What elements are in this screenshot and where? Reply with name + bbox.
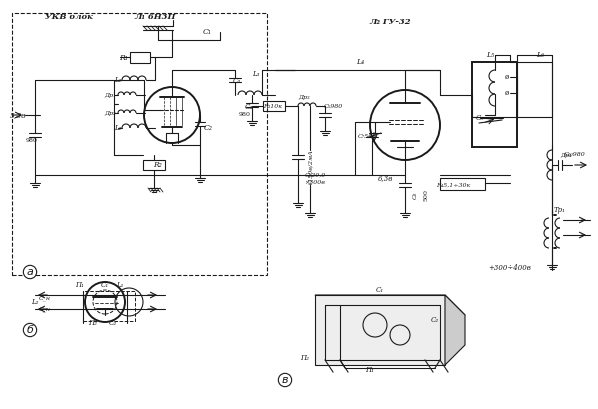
Text: R₄5,1÷30к: R₄5,1÷30к <box>436 182 470 187</box>
Bar <box>263 101 285 111</box>
Text: L₃: L₃ <box>252 70 260 78</box>
Text: П₂: П₂ <box>301 354 309 362</box>
Text: C_н: C_н <box>39 295 51 301</box>
Bar <box>83 291 135 321</box>
Text: 980: 980 <box>239 112 251 117</box>
Text: C₂: C₂ <box>109 319 117 327</box>
Text: Др₄: Др₄ <box>560 153 572 157</box>
Text: П₁: П₁ <box>365 366 374 374</box>
Text: П₂: П₂ <box>89 319 97 327</box>
Text: б: б <box>26 325 33 335</box>
Text: R₃10к: R₃10к <box>264 105 282 110</box>
Text: Л₁ 6Н3П: Л₁ 6Н3П <box>135 13 176 21</box>
Bar <box>143 160 165 170</box>
Text: L₄: L₄ <box>356 58 364 66</box>
Text: C₁₀980: C₁₀980 <box>564 153 586 157</box>
Text: +300÷400в: +300÷400в <box>489 264 532 272</box>
Text: L₆: L₆ <box>536 51 544 59</box>
Bar <box>12 13 267 275</box>
Text: C₆20,0: C₆20,0 <box>304 173 326 178</box>
Text: L₅: L₅ <box>486 51 494 59</box>
Bar <box>130 52 150 63</box>
Text: П₁: П₁ <box>75 281 84 289</box>
Text: 980: 980 <box>26 137 38 142</box>
Text: ø: ø <box>505 73 509 81</box>
Text: ×300в: ×300в <box>304 180 325 186</box>
Text: R₁: R₁ <box>118 54 127 62</box>
Text: C₅980: C₅980 <box>324 105 343 110</box>
Text: 500: 500 <box>423 189 429 201</box>
Text: а: а <box>26 267 33 277</box>
Text: C₂: C₂ <box>203 124 212 132</box>
Polygon shape <box>315 295 465 315</box>
Text: L₁: L₁ <box>117 281 124 289</box>
Text: C₁: C₁ <box>101 281 109 289</box>
Text: C_н: C_н <box>39 306 51 312</box>
Text: Др₁: Др₁ <box>104 92 116 97</box>
Text: C₁: C₁ <box>376 286 384 294</box>
Text: Л₂ ГУ-32: Л₂ ГУ-32 <box>369 18 411 26</box>
Text: УКВ блок: УКВ блок <box>45 13 93 21</box>
Bar <box>472 62 517 147</box>
Text: R₂: R₂ <box>152 161 161 169</box>
Text: C₇500: C₇500 <box>358 133 377 139</box>
Text: +150в/2мА: +150в/2мА <box>307 150 313 187</box>
Text: Др₃: Др₃ <box>298 94 310 99</box>
Text: C₁: C₁ <box>203 28 212 36</box>
Text: Тр₁: Тр₁ <box>554 206 566 214</box>
Text: L₂: L₂ <box>114 124 121 132</box>
Text: в: в <box>282 375 288 385</box>
Bar <box>440 178 485 190</box>
Text: L₁: L₁ <box>114 76 121 84</box>
Text: 6,3в: 6,3в <box>377 174 393 182</box>
Text: Др₂: Др₂ <box>104 110 116 115</box>
Bar <box>517 62 552 117</box>
Text: C₈: C₈ <box>413 191 417 199</box>
Text: C₃: C₃ <box>233 77 241 85</box>
Text: ø: ø <box>505 89 509 97</box>
Text: C₉: C₉ <box>476 114 484 122</box>
Polygon shape <box>445 295 465 365</box>
Text: C₄: C₄ <box>245 103 253 111</box>
Text: C₂: C₂ <box>431 316 439 324</box>
Text: 5,3в: 5,3в <box>10 111 27 119</box>
Text: L₂: L₂ <box>31 298 39 306</box>
Polygon shape <box>315 295 445 365</box>
